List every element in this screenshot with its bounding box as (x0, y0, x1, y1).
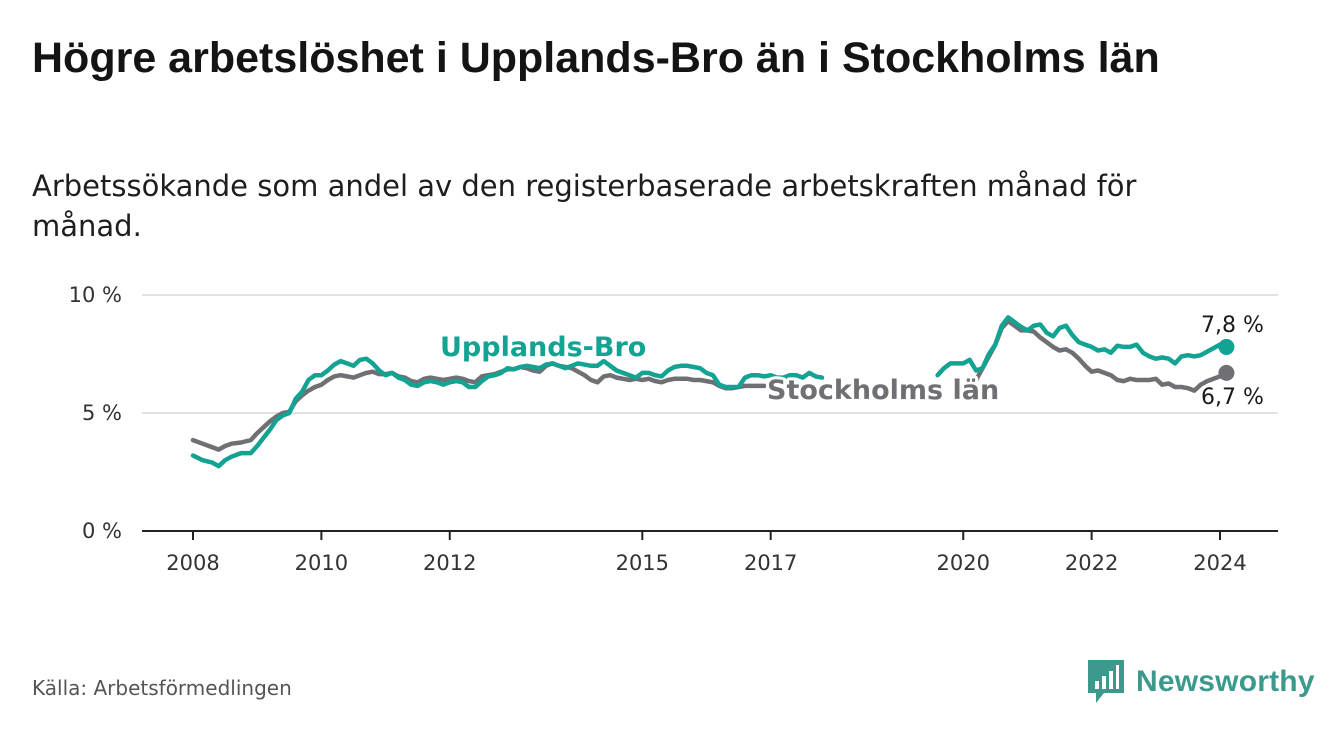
line-chart: 0 % 5 % 10 % 2008 2010 2012 2015 2017 2020 2022 20… (69, 283, 1278, 575)
x-tick-label: 2015 (616, 551, 669, 575)
x-tick-label: 2012 (423, 551, 476, 575)
chart-title: Högre arbetslöshet i Upplands-Bro än i S… (32, 34, 1160, 82)
x-tick-label: 2008 (166, 551, 219, 575)
x-tick-label: 2017 (744, 551, 797, 575)
brand-name: Newsworthy (1136, 665, 1315, 698)
source-credit: Källa: Arbetsförmedlingen (32, 676, 292, 700)
series-line-stockholms-lan (973, 318, 1229, 393)
y-tick-label: 10 % (69, 283, 122, 307)
x-tick-label: 2010 (295, 551, 348, 575)
x-tick-label: 2020 (937, 551, 990, 575)
y-tick-label: 5 % (82, 401, 122, 425)
series-line-stockholms-lan (190, 361, 767, 452)
end-value-stockholms-lan: 6,7 % (1201, 385, 1264, 410)
bar-chart-icon (1088, 660, 1124, 703)
x-tick-label: 2024 (1193, 551, 1246, 575)
y-tick-label: 0 % (82, 519, 122, 543)
series-line-upplands-bro (935, 315, 1229, 378)
newsworthy-logo[interactable]: Newsworthy (1088, 660, 1315, 704)
chart-subtitle: Arbetssökande som andel av den registerb… (32, 169, 1137, 243)
x-tick-label: 2022 (1065, 551, 1118, 575)
end-value-upplands-bro: 7,8 % (1201, 313, 1264, 338)
endpoint-stockholms-lan (1218, 364, 1235, 381)
series-label-stockholms-lan: Stockholms län (767, 375, 999, 406)
series-line-upplands-bro (190, 356, 825, 469)
endpoint-upplands-bro (1218, 338, 1235, 355)
series-label-upplands-bro: Upplands-Bro (440, 332, 646, 363)
